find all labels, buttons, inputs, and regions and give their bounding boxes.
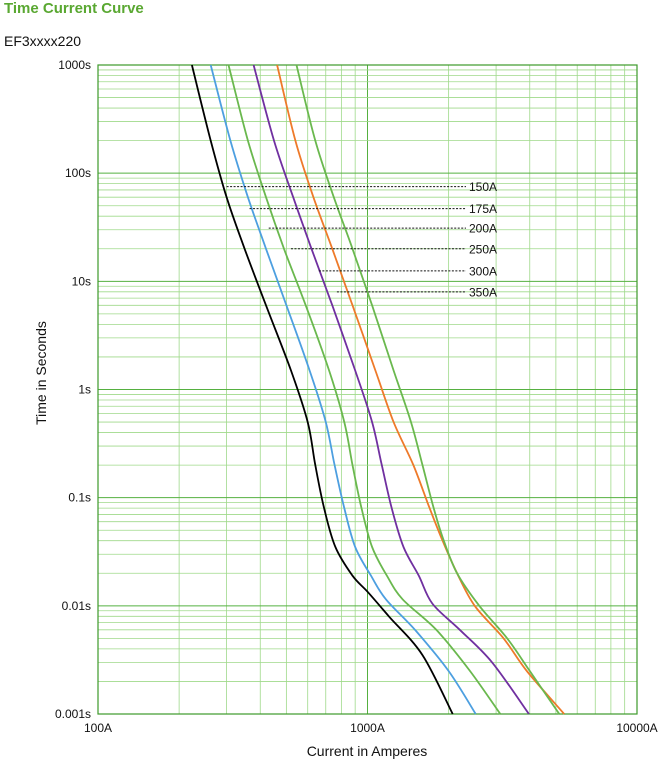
curve-label-250A: 250A [469,242,497,256]
y-axis-label: Time in Seconds [33,321,49,425]
curve-200A [227,64,502,715]
curve-label-200A: 200A [469,222,497,236]
y-tick-label: 1s [78,383,91,397]
curve-150A [191,64,454,715]
y-tick-label: 100s [65,166,91,180]
y-tick-label: 0.001s [55,707,91,721]
curve-label-175A: 175A [469,202,497,216]
curve-label-300A: 300A [469,264,497,278]
y-tick-label: 0.1s [68,491,91,505]
y-tick-label: 0.01s [62,599,91,613]
chart-subtitle: EF3xxxx220 [4,33,82,49]
x-tick-label: 100A [84,721,112,735]
x-tick-label: 1000A [350,721,385,735]
curve-label-150A: 150A [469,180,497,194]
x-axis-label: Current in Amperes [307,743,428,759]
curve-175A [209,64,477,715]
plot-border [97,64,638,715]
x-tick-label: 10000A [616,721,657,735]
chart-title: Time Current Curve [4,0,144,17]
annotation-layer: 150A 175A 200A 250A 300A 350A [226,180,497,299]
y-tick-label: 1000s [58,58,91,72]
curve-label-350A: 350A [469,285,497,299]
y-tick-label: 10s [72,274,91,288]
grid-layer [97,64,638,715]
